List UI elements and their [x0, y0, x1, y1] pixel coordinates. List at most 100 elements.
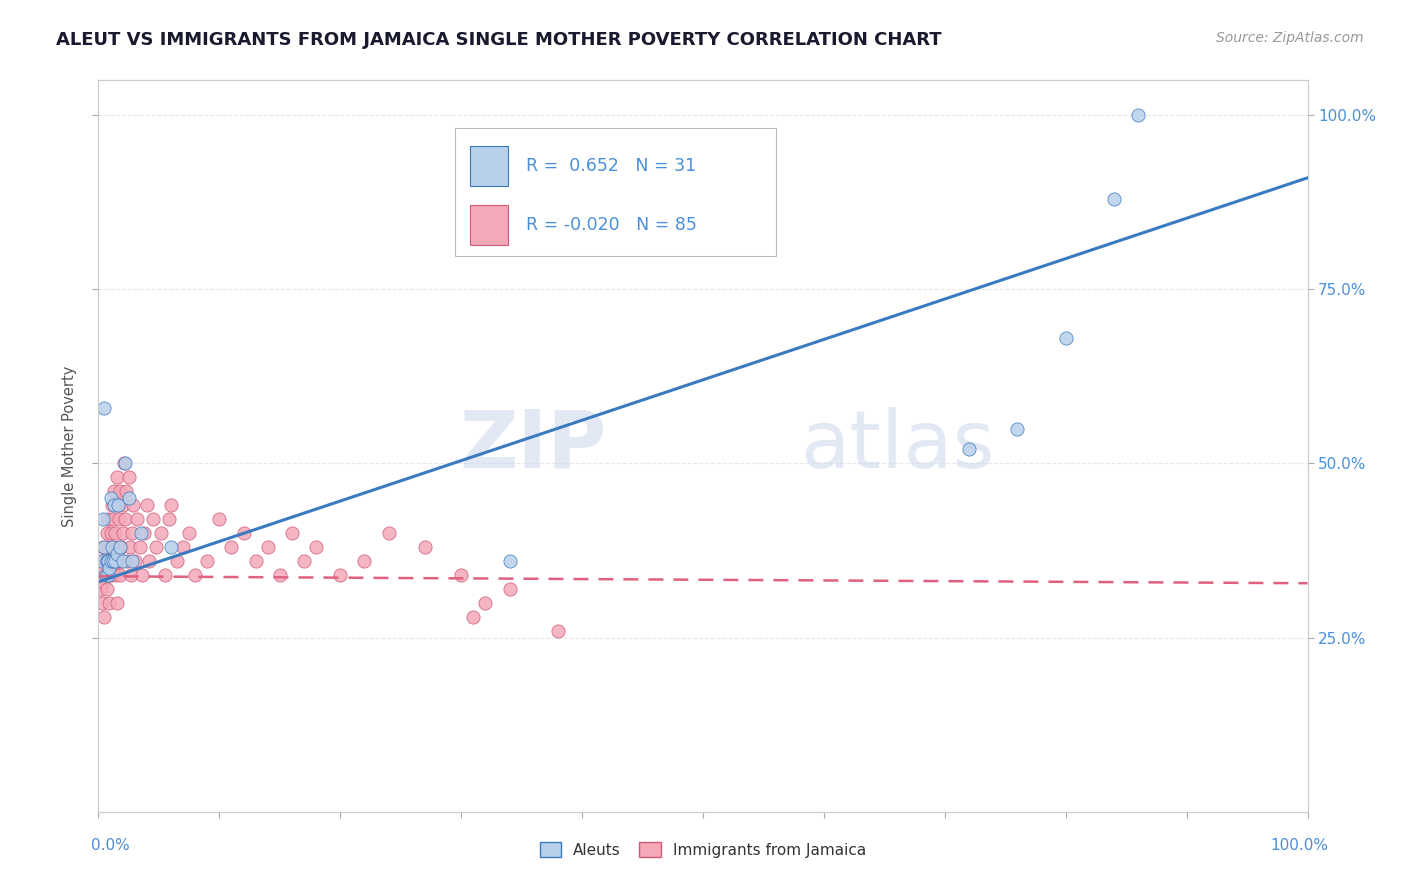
Point	[127, 512, 149, 526]
Point	[142, 512, 165, 526]
Point	[353, 554, 375, 568]
Point	[100, 554, 122, 568]
Point	[118, 540, 141, 554]
Point	[105, 470, 128, 484]
Point	[101, 554, 124, 568]
Point	[160, 540, 183, 554]
Point	[91, 540, 114, 554]
FancyBboxPatch shape	[456, 128, 776, 256]
Point	[245, 554, 267, 568]
Point	[329, 567, 352, 582]
Point	[104, 526, 127, 541]
Point	[108, 540, 131, 554]
Point	[107, 498, 129, 512]
Text: R =  0.652   N = 31: R = 0.652 N = 31	[526, 157, 696, 175]
Point	[90, 582, 112, 596]
Text: ZIP: ZIP	[458, 407, 606, 485]
Point	[94, 554, 117, 568]
Point	[105, 596, 128, 610]
Point	[103, 484, 125, 499]
Text: atlas: atlas	[800, 407, 994, 485]
Point	[128, 540, 150, 554]
Point	[450, 567, 472, 582]
Point	[94, 567, 117, 582]
Point	[100, 491, 122, 506]
Point	[89, 567, 111, 582]
Point	[160, 498, 183, 512]
Point	[97, 512, 120, 526]
Text: R = -0.020   N = 85: R = -0.020 N = 85	[526, 216, 697, 234]
Point	[547, 624, 569, 638]
Point	[108, 512, 131, 526]
Point	[145, 540, 167, 554]
Point	[112, 457, 135, 471]
Point	[413, 540, 436, 554]
Point	[96, 554, 118, 568]
Point	[101, 561, 124, 575]
Point	[98, 596, 121, 610]
Point	[305, 540, 328, 554]
FancyBboxPatch shape	[470, 204, 509, 244]
Point	[91, 574, 114, 589]
Point	[104, 567, 127, 582]
Point	[153, 567, 176, 582]
Point	[957, 442, 980, 457]
Point	[93, 540, 115, 554]
Point	[100, 540, 122, 554]
Point	[93, 561, 115, 575]
Point	[172, 540, 194, 554]
Point	[97, 540, 120, 554]
Point	[91, 596, 114, 610]
Point	[138, 554, 160, 568]
Point	[107, 554, 129, 568]
Point	[100, 526, 122, 541]
Point	[105, 547, 128, 561]
Point	[97, 554, 120, 568]
Text: Source: ZipAtlas.com: Source: ZipAtlas.com	[1216, 31, 1364, 45]
Point	[157, 512, 180, 526]
Text: 0.0%: 0.0%	[91, 838, 131, 853]
Point	[292, 554, 315, 568]
Point	[98, 561, 121, 575]
Point	[120, 567, 142, 582]
Point	[221, 540, 243, 554]
Point	[98, 561, 121, 575]
Point	[232, 526, 254, 541]
Point	[107, 498, 129, 512]
Text: 100.0%: 100.0%	[1271, 838, 1329, 853]
Point	[91, 512, 114, 526]
Point	[100, 540, 122, 554]
Point	[117, 554, 139, 568]
Point	[111, 554, 134, 568]
Point	[93, 401, 115, 415]
Point	[104, 554, 127, 568]
Point	[103, 498, 125, 512]
Point	[281, 526, 304, 541]
Point	[96, 554, 118, 568]
Point	[121, 554, 143, 568]
Point	[97, 567, 120, 582]
Point	[179, 526, 201, 541]
Point	[131, 567, 153, 582]
Point	[114, 512, 136, 526]
Point	[94, 567, 117, 582]
Point	[122, 498, 145, 512]
Point	[118, 491, 141, 506]
Point	[129, 526, 152, 541]
Point	[108, 567, 131, 582]
Point	[108, 484, 131, 499]
Point	[474, 596, 496, 610]
Point	[150, 526, 173, 541]
Point	[101, 512, 124, 526]
Point	[110, 554, 132, 568]
Point	[269, 567, 291, 582]
Point	[134, 526, 156, 541]
Point	[91, 554, 114, 568]
Point	[1007, 421, 1029, 435]
Point	[100, 498, 122, 512]
Point	[208, 512, 231, 526]
Point	[498, 554, 520, 568]
Point	[1054, 331, 1077, 345]
Point	[377, 526, 399, 541]
Point	[100, 567, 122, 582]
